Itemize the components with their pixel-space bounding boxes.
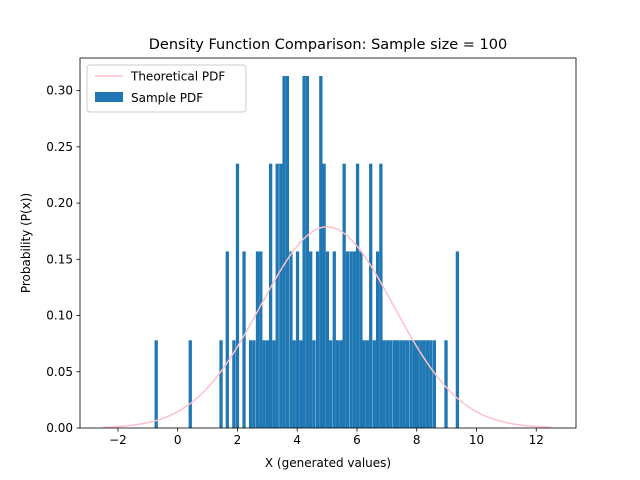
bar xyxy=(309,251,313,428)
x-tick-label: 6 xyxy=(353,433,361,447)
bar xyxy=(225,251,229,428)
x-tick-label: 2 xyxy=(234,433,242,447)
bar xyxy=(359,251,363,428)
bar xyxy=(402,340,406,428)
bar xyxy=(219,340,223,428)
bar xyxy=(252,340,256,428)
bar xyxy=(382,340,386,428)
y-axis-label: Probability (P(x)) xyxy=(19,193,33,293)
bar xyxy=(432,340,437,428)
x-tick-label: −2 xyxy=(109,433,127,447)
bar xyxy=(395,340,400,428)
bar xyxy=(455,251,460,428)
bar xyxy=(355,163,360,428)
bar xyxy=(329,340,333,428)
x-axis: −2 0 2 4 6 8 10 12 xyxy=(109,428,544,447)
legend: Theoretical PDF Sample PDF xyxy=(86,64,247,113)
bar xyxy=(325,251,330,428)
bar xyxy=(248,340,253,428)
bar xyxy=(405,340,410,428)
x-tick-label: 12 xyxy=(529,433,544,447)
bar xyxy=(242,251,246,428)
bar xyxy=(379,163,383,428)
bar xyxy=(362,340,366,428)
bar xyxy=(345,251,350,428)
bar xyxy=(372,340,376,428)
bar xyxy=(339,340,343,428)
y-tick-label: 0.05 xyxy=(46,365,73,379)
bar xyxy=(409,340,413,428)
bar xyxy=(188,340,192,428)
y-tick-label: 0.00 xyxy=(46,421,73,435)
sample-pdf-bars xyxy=(154,75,460,429)
y-tick-label: 0.20 xyxy=(46,196,73,210)
y-tick-label: 0.25 xyxy=(46,140,73,154)
bar xyxy=(389,340,393,428)
bar xyxy=(295,251,300,428)
legend-frame xyxy=(86,64,247,113)
x-tick-label: 10 xyxy=(469,433,484,447)
bar xyxy=(259,251,263,428)
bar xyxy=(385,340,390,428)
bar xyxy=(422,340,426,428)
y-tick-label: 0.30 xyxy=(46,84,73,98)
bar xyxy=(399,340,403,428)
bar xyxy=(268,163,273,428)
bar xyxy=(392,340,396,428)
bar xyxy=(419,340,423,428)
bar xyxy=(265,340,269,428)
bar xyxy=(429,340,433,428)
x-axis-label: X (generated values) xyxy=(265,456,391,470)
bar xyxy=(342,163,346,428)
bar xyxy=(232,340,236,428)
bar xyxy=(375,251,380,428)
legend-label-sample: Sample PDF xyxy=(131,91,203,105)
y-axis: 0.00 0.05 0.10 0.15 0.20 0.25 0.30 xyxy=(46,84,80,435)
bar xyxy=(299,340,303,428)
bar xyxy=(292,340,296,428)
bar xyxy=(255,251,260,428)
bar xyxy=(275,163,279,428)
bar xyxy=(305,75,310,429)
bar xyxy=(282,75,286,429)
bar xyxy=(425,340,430,428)
legend-bar-swatch xyxy=(95,92,123,102)
bar xyxy=(412,340,416,428)
bar xyxy=(369,163,373,428)
plot-frame xyxy=(79,57,577,429)
bar xyxy=(285,75,290,429)
bar xyxy=(262,340,266,428)
x-tick-label: 4 xyxy=(293,433,301,447)
theoretical-pdf-line xyxy=(102,226,552,429)
bar xyxy=(312,340,316,428)
bar xyxy=(279,163,283,428)
bar xyxy=(272,340,276,428)
bar xyxy=(332,251,336,428)
y-tick-label: 0.10 xyxy=(46,309,73,323)
bar xyxy=(365,340,370,428)
bar xyxy=(289,251,293,428)
legend-label-theoretical: Theoretical PDF xyxy=(130,70,225,84)
chart-title: Density Function Comparison: Sample size… xyxy=(149,37,507,53)
bar xyxy=(322,163,326,428)
bar xyxy=(416,340,420,428)
x-tick-label: 0 xyxy=(174,433,182,447)
bar xyxy=(352,251,356,428)
x-tick-label: 8 xyxy=(413,433,421,447)
bar xyxy=(319,75,323,429)
bar xyxy=(235,163,240,428)
bar xyxy=(335,340,340,428)
y-tick-label: 0.15 xyxy=(46,252,73,266)
bar xyxy=(315,251,320,428)
bar xyxy=(154,340,158,428)
bar xyxy=(302,75,306,429)
bar xyxy=(444,340,448,428)
bar xyxy=(349,251,353,428)
